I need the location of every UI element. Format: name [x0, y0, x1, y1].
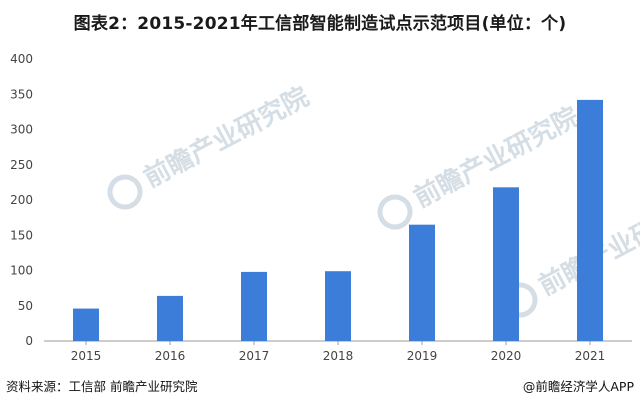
watermark: 前瞻产业研究院 — [502, 189, 640, 318]
x-tick-label: 2021 — [575, 349, 606, 363]
chart-bars — [73, 99, 603, 341]
x-tick-label: 2018 — [323, 349, 354, 363]
watermark-text: 前瞻产业研究院 — [139, 81, 314, 194]
y-tick-label: 200 — [10, 193, 33, 207]
watermark: 前瞻产业研究院 — [107, 81, 314, 210]
source-footer: 资料来源：工信部 前瞻产业研究院 @前瞻经济学人APP — [0, 372, 640, 406]
watermark-logo-icon — [107, 174, 143, 210]
chart-title: 图表2：2015-2021年工信部智能制造试点示范项目(单位：个) — [73, 14, 567, 34]
y-tick-label: 350 — [10, 87, 33, 101]
watermark: 前瞻产业研究院 — [377, 101, 584, 230]
publisher-credit: @前瞻经济学人APP — [522, 379, 634, 394]
bar-2015 — [73, 308, 99, 341]
chart-title-bar: 图表2：2015-2021年工信部智能制造试点示范项目(单位：个) — [0, 0, 640, 40]
watermark-layer: 前瞻产业研究院前瞻产业研究院前瞻产业研究院 — [107, 81, 640, 318]
watermark-logo-icon — [377, 194, 413, 230]
y-axis-ticks: 0 50 100 150 200 250 300 350 400 — [10, 52, 33, 348]
y-tick-label: 0 — [25, 334, 33, 348]
y-tick-label: 50 — [18, 299, 33, 313]
bar-2019 — [409, 224, 435, 341]
x-tick-label: 2020 — [491, 349, 522, 363]
bar-2016 — [157, 295, 183, 341]
bar-2020 — [493, 187, 519, 341]
bar-chart: 前瞻产业研究院前瞻产业研究院前瞻产业研究院 201520162017201820… — [10, 52, 640, 363]
x-tick-label: 2017 — [239, 349, 270, 363]
y-tick-label: 250 — [10, 158, 33, 172]
y-tick-label: 400 — [10, 52, 33, 66]
bar-2017 — [241, 271, 267, 341]
x-axis-ticks: 2015 2016 2017 2018 2019 2020 2021 — [71, 341, 606, 363]
x-tick-label: 2015 — [71, 349, 102, 363]
y-tick-label: 100 — [10, 264, 33, 278]
x-tick-label: 2019 — [407, 349, 438, 363]
x-tick-label: 2016 — [155, 349, 186, 363]
bar-2021 — [577, 99, 603, 341]
y-tick-label: 300 — [10, 123, 33, 137]
bar-2018 — [325, 271, 351, 341]
source-note: 资料来源：工信部 前瞻产业研究院 — [6, 379, 198, 394]
y-tick-label: 150 — [10, 228, 33, 242]
